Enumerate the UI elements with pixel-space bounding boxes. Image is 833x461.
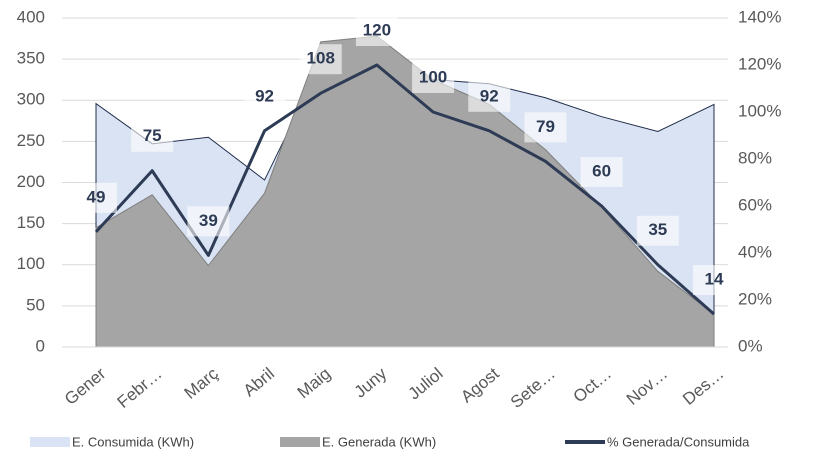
data-label: 79 (536, 117, 555, 136)
data-label: 108 (307, 49, 335, 68)
y-tick-label: 50 (26, 295, 45, 314)
x-tick-label: Juny (351, 364, 391, 402)
y2-tick-label: 100% (738, 101, 781, 120)
legend-label: % Generada/Consumida (607, 434, 750, 449)
data-label: 75 (143, 126, 162, 145)
data-label-bg (75, 182, 117, 213)
data-label-bg (187, 206, 230, 237)
data-label-bg (580, 157, 623, 187)
data-label: 14 (705, 270, 724, 289)
line (94, 63, 715, 316)
x-tick-label: Abril (240, 364, 278, 400)
legend-swatch (30, 437, 70, 447)
data-label-bg (468, 81, 511, 112)
data-label: 92 (480, 86, 499, 105)
y-tick-label: 400 (17, 7, 45, 26)
x-tick-label: Sete… (507, 364, 559, 412)
y2-tick-label: 80% (738, 148, 772, 167)
data-label-bg (299, 44, 342, 75)
data-label-bg (355, 16, 398, 46)
x-tick-label: Nov… (623, 364, 671, 409)
y2-tick-label: 0% (738, 336, 763, 355)
y-tick-label: 150 (17, 213, 45, 232)
data-label: 100 (419, 67, 447, 86)
data-label-bg (636, 215, 679, 246)
y2-tick-label: 20% (738, 289, 772, 308)
x-tick-label: Març (181, 364, 223, 403)
data-label: 120 (363, 20, 391, 39)
data-label: 35 (648, 220, 667, 239)
y-tick-label: 250 (17, 131, 45, 150)
data-label-bg (243, 81, 286, 112)
x-tick-label: Juliol (405, 364, 447, 403)
y-tick-label: 200 (17, 172, 45, 191)
y2-tick-label: 140% (738, 7, 781, 26)
data-label: 49 (87, 187, 106, 206)
x-tick-label: Des… (679, 364, 727, 409)
y2-tick-label: 60% (738, 195, 772, 214)
data-label-bg (131, 121, 174, 152)
legend-swatch (565, 440, 605, 444)
data-label-bg (412, 63, 455, 93)
data-label: 92 (255, 86, 274, 105)
legend-label: E. Generada (KWh) (322, 434, 436, 449)
y2-tick-label: 40% (738, 242, 772, 261)
y-tick-label: 300 (17, 90, 45, 109)
data-label-bg (693, 265, 735, 296)
data-label: 39 (199, 211, 218, 230)
y-tick-label: 0 (36, 336, 45, 355)
x-tick-label: Febr… (114, 364, 166, 412)
x-tick-label: Agost (457, 364, 503, 407)
data-label: 60 (592, 161, 611, 180)
y-tick-label: 100 (17, 254, 45, 273)
legend-swatch (280, 437, 320, 447)
x-tick-label: Gener (61, 364, 110, 409)
y2-tick-label: 120% (738, 54, 781, 73)
data-label-bg (524, 112, 567, 143)
x-tick-label: Oct… (570, 364, 616, 406)
legend-label: E. Consumida (KWh) (72, 434, 194, 449)
x-tick-label: Maig (294, 364, 334, 402)
y-tick-label: 350 (17, 49, 45, 68)
